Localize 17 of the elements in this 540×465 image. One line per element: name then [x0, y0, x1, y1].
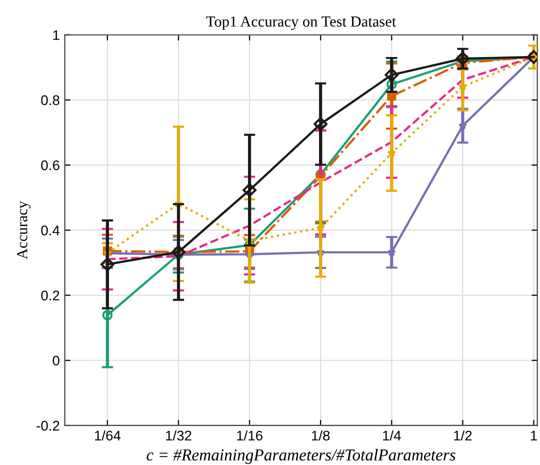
- x-tick-label: 1/8: [312, 430, 330, 441]
- x-tick-label: 1/4: [383, 430, 401, 441]
- x-axis-title: c = #RemainingParameters/#TotalParameters: [146, 448, 456, 464]
- y-tick-label: 1: [53, 30, 60, 40]
- x-tick-label: 1/2: [454, 430, 472, 441]
- x-tick-label: 1/16: [237, 430, 262, 441]
- y-tick-label: -0.2: [36, 420, 60, 431]
- y-tick-label: 0.2: [41, 290, 60, 300]
- y-tick-label: 0.8: [41, 95, 60, 106]
- y-tick-label: 0.4: [41, 226, 60, 236]
- x-tick-label: 1/32: [166, 430, 192, 441]
- y-tick-label: 0: [52, 356, 60, 366]
- x-tick-label: 1: [530, 430, 537, 440]
- y-axis-title: Accuracy: [17, 200, 30, 260]
- y-tick-label: 0.6: [41, 160, 60, 170]
- x-tick-label: 1/64: [94, 430, 121, 441]
- chart-title: Top1 Accuracy on Test Dataset: [206, 16, 396, 30]
